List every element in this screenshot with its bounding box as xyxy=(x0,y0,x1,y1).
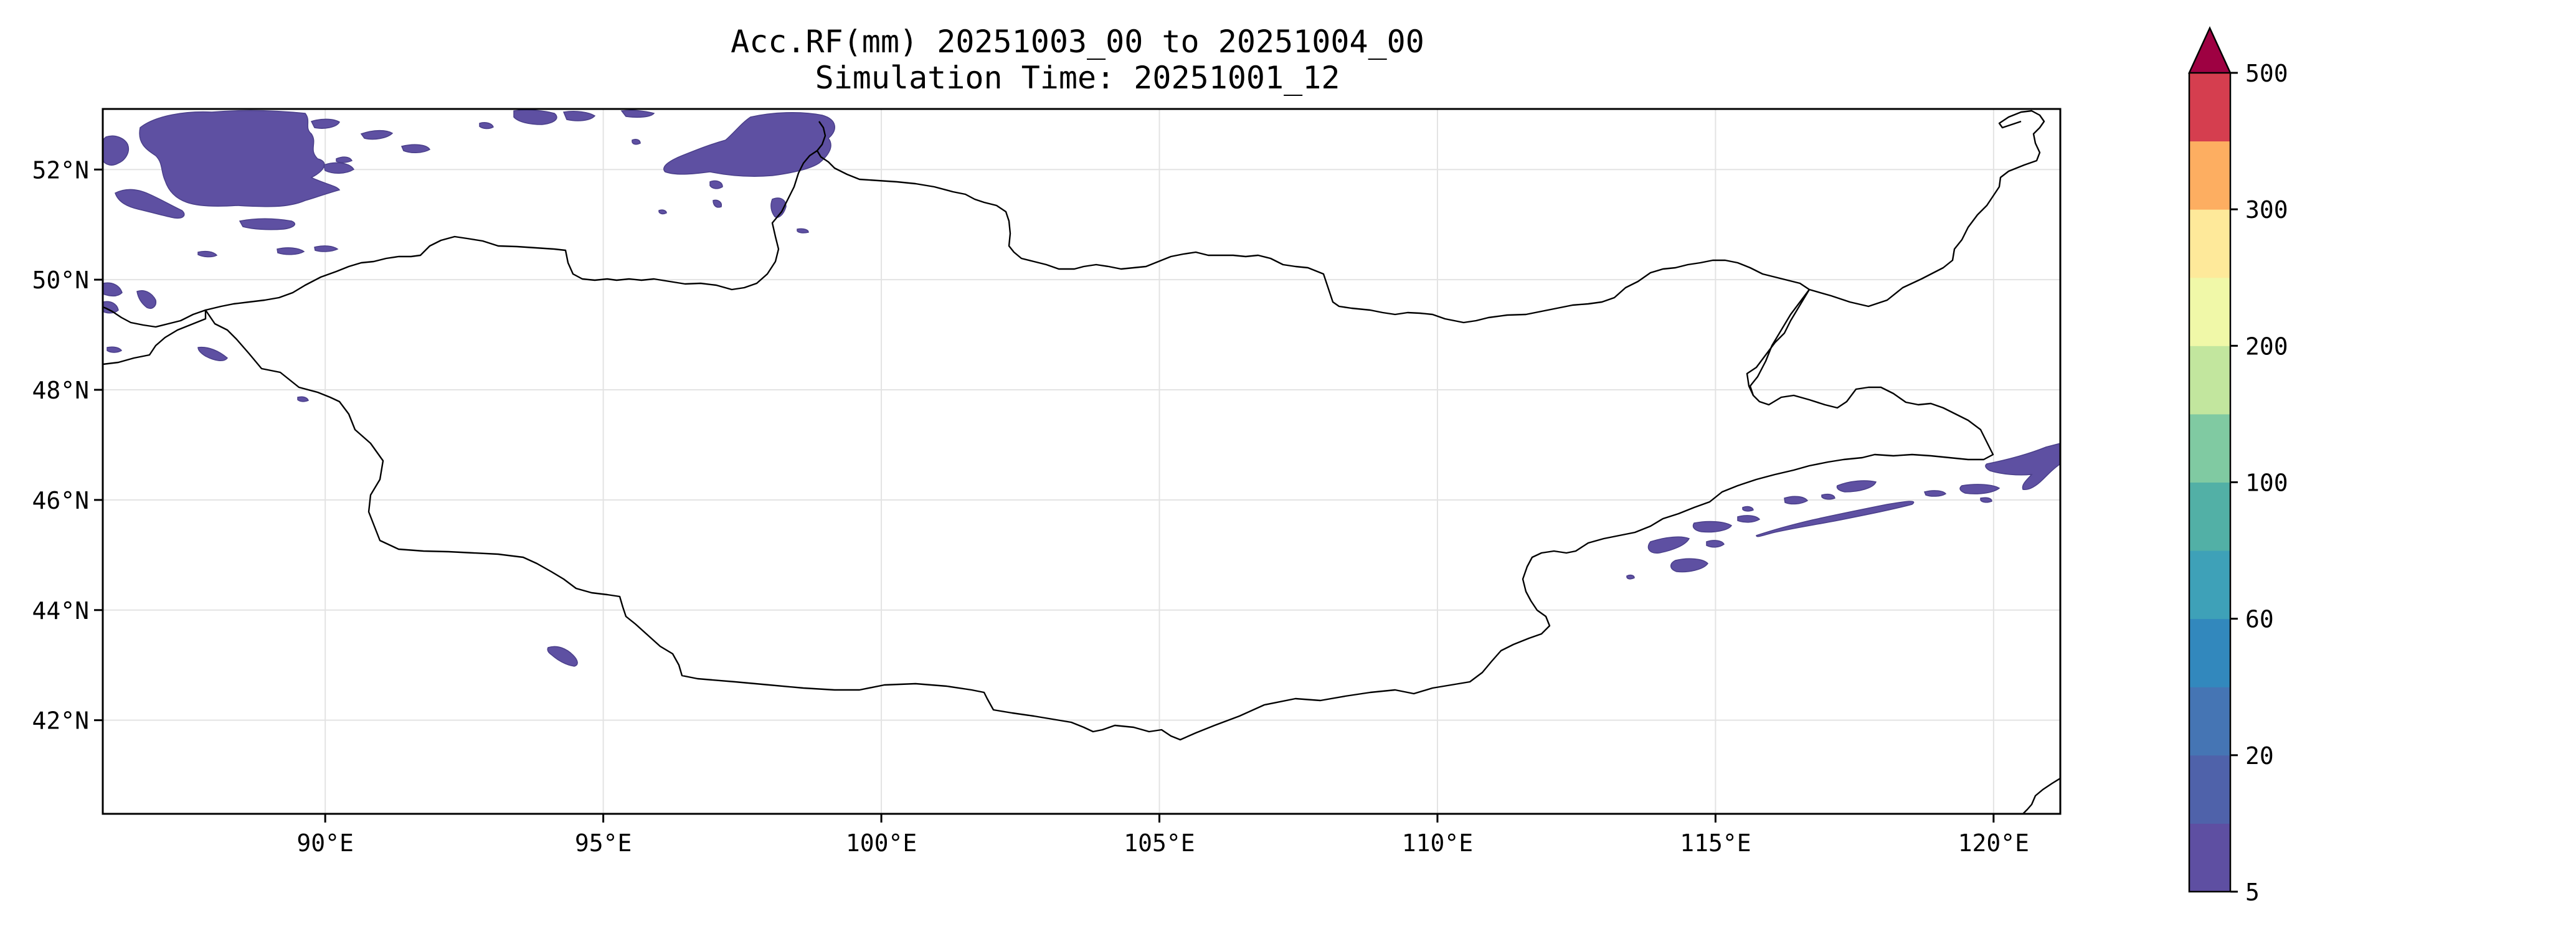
rain-patch-nw-small-8 xyxy=(197,250,218,258)
colorbar-segment-2 xyxy=(2189,687,2230,756)
lat-tick-label: 48°N xyxy=(32,377,89,404)
rain-patch-nc-9 xyxy=(797,228,809,234)
lon-tick-label: 120°E xyxy=(1958,829,2029,857)
rain-patch-nw-small-1 xyxy=(310,118,341,129)
rain-patch-nc-6 xyxy=(770,197,787,218)
rain-patch-nw-west xyxy=(103,135,129,166)
rain-patch-se-band xyxy=(1756,501,1915,537)
china-russia-border-ne xyxy=(2022,777,2060,814)
rain-patch-nc-10 xyxy=(658,209,667,215)
rain-patch-nc-1 xyxy=(513,110,557,125)
kazakhstan-russia-border xyxy=(103,306,207,366)
china-russia-border-east xyxy=(1809,110,2045,308)
rain-patch-se-3 xyxy=(1670,558,1708,573)
colorbar-segment-0 xyxy=(2189,823,2230,892)
colorbar-extend-arrow xyxy=(2188,26,2232,74)
rain-patch-w-edge-5 xyxy=(197,346,229,361)
rain-patch-se-9 xyxy=(1742,506,1754,512)
rain-patch-nc-3 xyxy=(620,110,655,118)
rain-patch-nw-small-6 xyxy=(277,247,305,255)
rain-patch-w-edge-3 xyxy=(136,290,157,309)
rain-patch-nw-small-5 xyxy=(336,156,353,163)
colorbar-tick-label: 100 xyxy=(2245,469,2288,497)
colorbar-tick-label: 60 xyxy=(2245,606,2274,633)
colorbar-segment-3 xyxy=(2189,618,2230,687)
rain-patch-nc-7 xyxy=(709,180,723,189)
colorbar-tick-label: 5 xyxy=(2245,879,2260,906)
rain-patch-nw-main xyxy=(139,110,341,207)
rain-patch-se-12 xyxy=(1980,497,1992,503)
lon-tick-label: 95°E xyxy=(575,829,632,857)
rain-patch-w-edge-1 xyxy=(103,282,123,297)
map-frame xyxy=(102,108,2062,815)
rain-patch-se-7 xyxy=(1836,480,1877,493)
rain-patch-se-4 xyxy=(1706,540,1725,548)
china-internal-border xyxy=(1746,289,1811,396)
russia-border-north-spur xyxy=(817,121,826,151)
colorbar-segment-9 xyxy=(2189,209,2230,278)
lat-tick-label: 52°N xyxy=(32,156,89,184)
map-axis-ticks: 42°N 44°N 46°N 48°N 50°N 52°N 90°E 95°E 100°E 105… xyxy=(32,156,2029,857)
rain-patch-nw-small-2 xyxy=(360,130,394,140)
rain-patch-se-13 xyxy=(1626,574,1635,580)
colorbar-segment-11 xyxy=(2189,73,2230,142)
rain-patch-nc-4 xyxy=(479,122,494,130)
colorbar-segment-10 xyxy=(2189,141,2230,210)
rain-patch-w-edge-2 xyxy=(103,301,119,314)
mongolia-border xyxy=(204,149,1994,741)
rain-patch-sw xyxy=(547,646,578,667)
rain-patch-se-east xyxy=(1985,443,2060,491)
rain-patch-nc-5 xyxy=(632,139,641,145)
lat-tick-label: 42°N xyxy=(32,707,89,735)
rainfall-shading xyxy=(103,110,2060,667)
lon-tick-label: 115°E xyxy=(1680,829,1751,857)
rain-patch-se-8 xyxy=(1821,493,1835,500)
colorbar-tick-label: 200 xyxy=(2245,333,2288,360)
colorbar-tick-label: 20 xyxy=(2245,742,2274,770)
rain-patch-nw-strip xyxy=(239,218,295,230)
rain-patch-se-2 xyxy=(1647,536,1690,554)
title-line-1: Acc.RF(mm) 20251003_00 to 20251004_00 xyxy=(731,24,1424,60)
rain-patch-se-1 xyxy=(1692,521,1733,533)
rain-patch-nw-small-7 xyxy=(314,245,339,252)
colorbar-tick-label: 300 xyxy=(2245,196,2288,224)
rain-patch-nw-small-4 xyxy=(323,162,355,174)
rain-patch-se-11 xyxy=(1923,490,1947,497)
colorbar-segment-5 xyxy=(2189,482,2230,551)
colorbar-segment-8 xyxy=(2189,277,2230,346)
rain-patch-nw-small-3 xyxy=(400,144,431,153)
rain-patch-w-edge-6 xyxy=(297,396,309,402)
colorbar-segment-6 xyxy=(2189,413,2230,483)
map-title: Acc.RF(mm) 20251003_00 to 20251004_00 Si… xyxy=(0,24,2155,96)
rain-patch-nw-band xyxy=(115,189,185,219)
lon-tick-label: 100°E xyxy=(846,829,917,857)
rain-patch-se-5 xyxy=(1737,515,1761,523)
map-background xyxy=(103,109,2060,814)
title-line-2: Simulation Time: 20251001_12 xyxy=(815,60,1340,96)
colorbar-tick-label: 500 xyxy=(2245,60,2288,87)
colorbar-segment-1 xyxy=(2189,755,2230,824)
lon-tick-label: 90°E xyxy=(296,829,354,857)
lat-tick-label: 44°N xyxy=(32,597,89,625)
lon-tick-label: 105°E xyxy=(1124,829,1195,857)
lat-tick-label: 46°N xyxy=(32,487,89,514)
colorbar-segment-7 xyxy=(2189,346,2230,415)
rain-patch-nc-8 xyxy=(713,199,722,208)
rain-patch-w-edge-4 xyxy=(107,346,123,353)
rain-patch-nc-2 xyxy=(562,111,596,121)
colorbar: 5 20 60 100 200 300 500 xyxy=(2188,26,2288,906)
colorbar-segment-4 xyxy=(2189,550,2230,620)
lat-tick-label: 50°N xyxy=(32,267,89,294)
lon-tick-label: 110°E xyxy=(1402,829,1473,857)
rain-patch-se-6 xyxy=(1784,496,1809,505)
map-gridlines xyxy=(103,109,2060,814)
rain-patch-nc-main xyxy=(663,112,835,177)
rain-patch-se-10 xyxy=(1959,484,2001,494)
country-borders xyxy=(103,110,2060,814)
